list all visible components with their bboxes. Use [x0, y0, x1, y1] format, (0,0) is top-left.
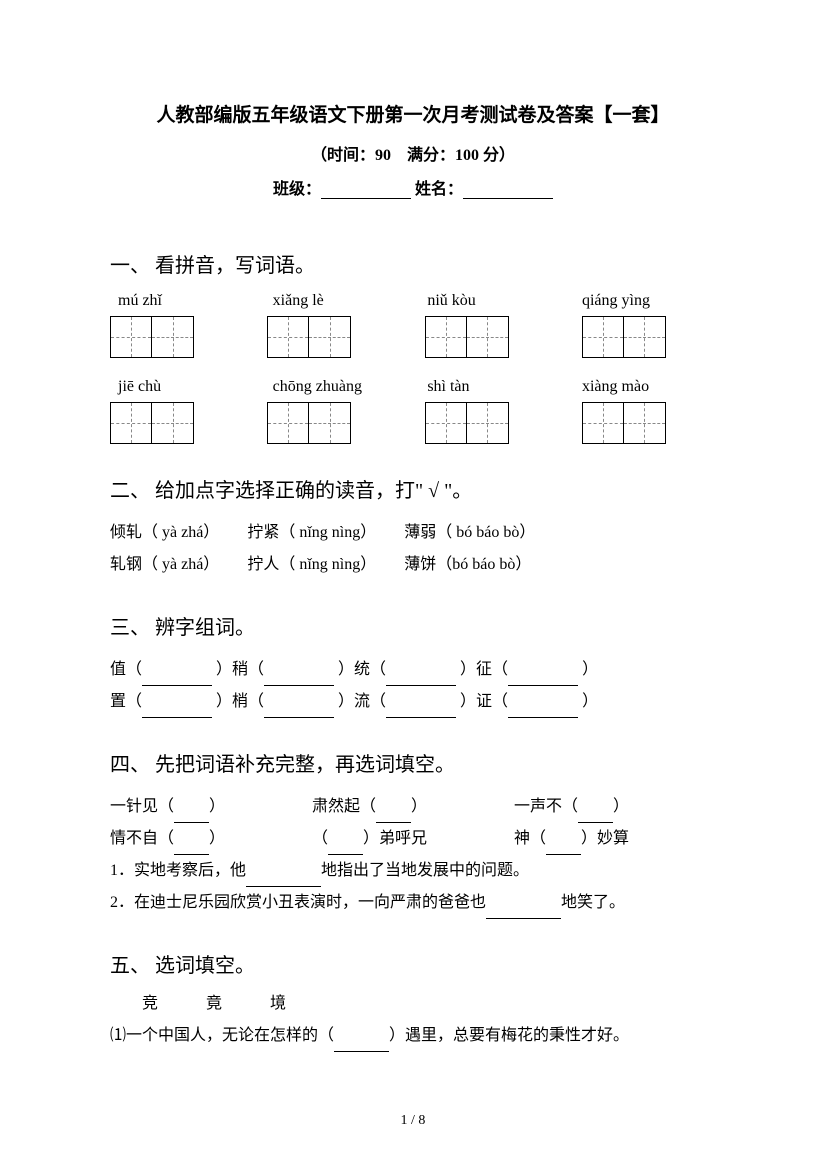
- box-row-1: [110, 316, 716, 358]
- class-blank[interactable]: [321, 198, 411, 199]
- sentence-text: 1．实地考察后，他: [110, 862, 246, 879]
- pinyin-row-1: mú zhǐ xiǎng lè niǔ kòu qiáng yìng: [110, 292, 716, 310]
- q3-heading: 三、 辨字组词。: [110, 611, 716, 640]
- close-paren: ）: [209, 830, 225, 847]
- q2-item: 薄弱（ bó báo bò）: [404, 524, 535, 541]
- q5-heading: 五、 选词填空。: [110, 949, 716, 978]
- box-row-2: [110, 402, 716, 444]
- q3-word: ）稍（: [216, 661, 264, 678]
- idiom-item: 情不自（ ）: [110, 823, 312, 855]
- answer-blank[interactable]: [486, 918, 561, 919]
- q2-item: 轧钢（ yà zhá）: [110, 556, 211, 573]
- char-box-group[interactable]: [267, 316, 397, 358]
- idiom-text: 肃然起（: [312, 798, 376, 815]
- q3-word: ）统（: [338, 661, 386, 678]
- q2-item: 薄饼（bó báo bò）: [404, 556, 531, 573]
- student-info-line: 班级： 姓名：: [110, 175, 716, 199]
- q3-word: ）梢（: [216, 693, 264, 710]
- q1-heading: 一、 看拼音，写词语。: [110, 249, 716, 278]
- q4-idiom-row-1: 一针见（ ） 肃然起（ ） 一声不（ ）: [110, 791, 716, 823]
- close-paren: ）: [209, 798, 225, 815]
- answer-blank[interactable]: [264, 717, 334, 718]
- name-blank[interactable]: [463, 198, 553, 199]
- idiom-text: ）妙算: [581, 830, 629, 847]
- answer-blank[interactable]: [546, 854, 581, 855]
- pinyin-item: chōng zhuàng: [273, 378, 403, 396]
- sentence-text: 2．在迪士尼乐园欣赏小丑表演时，一向严肃的爸爸也: [110, 894, 486, 911]
- page-number: 1 / 8: [0, 1113, 826, 1129]
- idiom-text: 一声不（: [514, 798, 578, 815]
- q3-word: ）流（: [338, 693, 386, 710]
- open-paren: （: [312, 830, 328, 847]
- q2-heading: 二、 给加点字选择正确的读音，打" √ "。: [110, 474, 716, 503]
- idiom-item: 一针见（ ）: [110, 791, 312, 823]
- q2-line-2: 轧钢（ yà zhá） 拧人（ nǐng nìng） 薄饼（bó báo bò）: [110, 549, 716, 581]
- idiom-text: ）弟呼兄: [363, 830, 427, 847]
- q5-options: 竞 竟 境: [110, 988, 716, 1020]
- q3-word: ）征（: [460, 661, 508, 678]
- pinyin-item: qiáng yìng: [582, 292, 712, 310]
- q3-word: 置（: [110, 693, 142, 710]
- q3-line-1: 值（ ）稍（ ）统（ ）征（ ）: [110, 654, 716, 686]
- pinyin-item: jiē chù: [118, 378, 248, 396]
- char-box-group[interactable]: [582, 316, 712, 358]
- question-3: 三、 辨字组词。 值（ ）稍（ ）统（ ）征（ ） 置（ ）梢（ ）流（ ）证（…: [110, 611, 716, 718]
- q3-word: 值（: [110, 661, 142, 678]
- char-box-group[interactable]: [110, 402, 240, 444]
- idiom-item: 肃然起（ ）: [312, 791, 514, 823]
- char-box-group[interactable]: [425, 316, 555, 358]
- question-4: 四、 先把词语补充完整，再选词填空。 一针见（ ） 肃然起（ ） 一声不（ ） 情不自…: [110, 748, 716, 919]
- answer-blank[interactable]: [386, 717, 456, 718]
- q4-sentence-1: 1．实地考察后，他 地指出了当地发展中的问题。: [110, 855, 716, 887]
- answer-blank[interactable]: [508, 717, 578, 718]
- idiom-item: 一声不（ ）: [514, 791, 716, 823]
- sentence-text: ⑴一个中国人，无论在怎样的（: [110, 1027, 334, 1044]
- q2-item: 拧人（ nǐng nìng）: [247, 556, 368, 573]
- q2-item: 拧紧（ nǐng nìng）: [247, 524, 368, 541]
- name-label: 姓名：: [415, 181, 463, 198]
- answer-blank[interactable]: [334, 1051, 389, 1052]
- q3-word: ）证（: [460, 693, 508, 710]
- q4-sentence-2: 2．在迪士尼乐园欣赏小丑表演时，一向严肃的爸爸也 地笑了。: [110, 887, 716, 919]
- question-5: 五、 选词填空。 竞 竟 境 ⑴一个中国人，无论在怎样的（ ）遇里，总要有梅花的秉…: [110, 949, 716, 1052]
- pinyin-item: niǔ kòu: [427, 292, 557, 310]
- pinyin-item: mú zhǐ: [118, 292, 248, 310]
- idiom-text: 情不自（: [110, 830, 174, 847]
- pinyin-item: shì tàn: [427, 378, 557, 396]
- idiom-item: 神（ ）妙算: [514, 823, 716, 855]
- sentence-text: ）遇里，总要有梅花的秉性才好。: [389, 1027, 629, 1044]
- close-paren: ）: [411, 798, 427, 815]
- char-box-group[interactable]: [110, 316, 240, 358]
- sentence-text: 地笑了。: [561, 894, 625, 911]
- char-box-group[interactable]: [582, 402, 712, 444]
- class-label: 班级：: [273, 181, 321, 198]
- question-2: 二、 给加点字选择正确的读音，打" √ "。 倾轧（ yà zhá） 拧紧（ n…: [110, 474, 716, 581]
- q3-close: ）: [582, 693, 598, 710]
- q2-item: 倾轧（ yà zhá）: [110, 524, 211, 541]
- pinyin-row-2: jiē chù chōng zhuàng shì tàn xiàng mào: [110, 378, 716, 396]
- idiom-text: 神（: [514, 830, 546, 847]
- idiom-item: （ ）弟呼兄: [312, 823, 514, 855]
- char-box-group[interactable]: [267, 402, 397, 444]
- q5-sentence-1: ⑴一个中国人，无论在怎样的（ ）遇里，总要有梅花的秉性才好。: [110, 1020, 716, 1052]
- pinyin-item: xiàng mào: [582, 378, 712, 396]
- q4-idiom-row-2: 情不自（ ） （ ）弟呼兄 神（ ）妙算: [110, 823, 716, 855]
- close-paren: ）: [613, 798, 629, 815]
- q2-line-1: 倾轧（ yà zhá） 拧紧（ nǐng nìng） 薄弱（ bó báo bò…: [110, 517, 716, 549]
- pinyin-item: xiǎng lè: [273, 292, 403, 310]
- answer-blank[interactable]: [142, 717, 212, 718]
- sentence-text: 地指出了当地发展中的问题。: [321, 862, 529, 879]
- q3-line-2: 置（ ）梢（ ）流（ ）证（ ）: [110, 686, 716, 718]
- idiom-text: 一针见（: [110, 798, 174, 815]
- q4-heading: 四、 先把词语补充完整，再选词填空。: [110, 748, 716, 777]
- question-1: 一、 看拼音，写词语。 mú zhǐ xiǎng lè niǔ kòu qián…: [110, 249, 716, 444]
- exam-title: 人教部编版五年级语文下册第一次月考测试卷及答案【一套】: [110, 100, 716, 127]
- char-box-group[interactable]: [425, 402, 555, 444]
- exam-subtitle: （时间：90 满分：100 分）: [110, 141, 716, 165]
- q3-close: ）: [582, 661, 598, 678]
